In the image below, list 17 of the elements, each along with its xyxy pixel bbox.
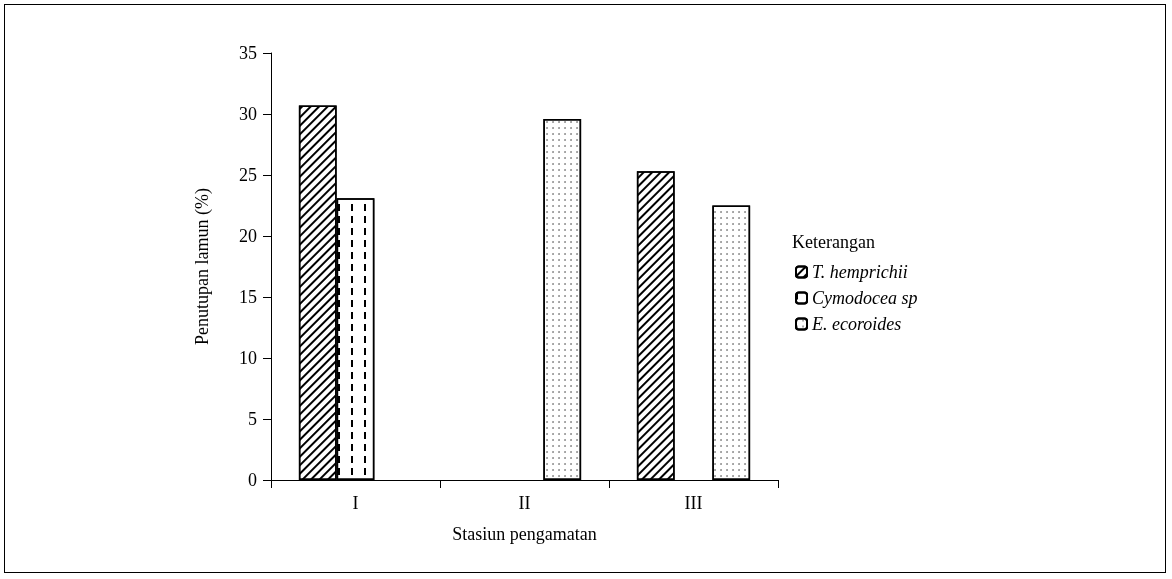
legend-label: Cymodocea sp [812, 288, 918, 308]
y-tick-label: 10 [239, 348, 257, 368]
y-tick-label: 0 [248, 470, 257, 490]
legend-title: Keterangan [792, 232, 875, 252]
y-tick-label: 15 [239, 287, 257, 307]
y-tick-label: 35 [239, 43, 257, 63]
legend-label: T. hemprichii [812, 262, 908, 282]
x-tick-label: I [352, 493, 359, 513]
legend-label: E. ecoroides [811, 314, 902, 334]
y-tick-label: 5 [248, 409, 257, 429]
y-tick-label: 20 [239, 226, 257, 246]
y-tick-label: 25 [239, 165, 257, 185]
x-tick-label: II [518, 493, 531, 513]
x-axis-title: Stasiun pengamatan [452, 524, 597, 544]
x-tick-label: III [684, 493, 703, 513]
y-axis-title: Penutupan lamun (%) [192, 188, 213, 345]
y-tick-label: 30 [239, 104, 257, 124]
